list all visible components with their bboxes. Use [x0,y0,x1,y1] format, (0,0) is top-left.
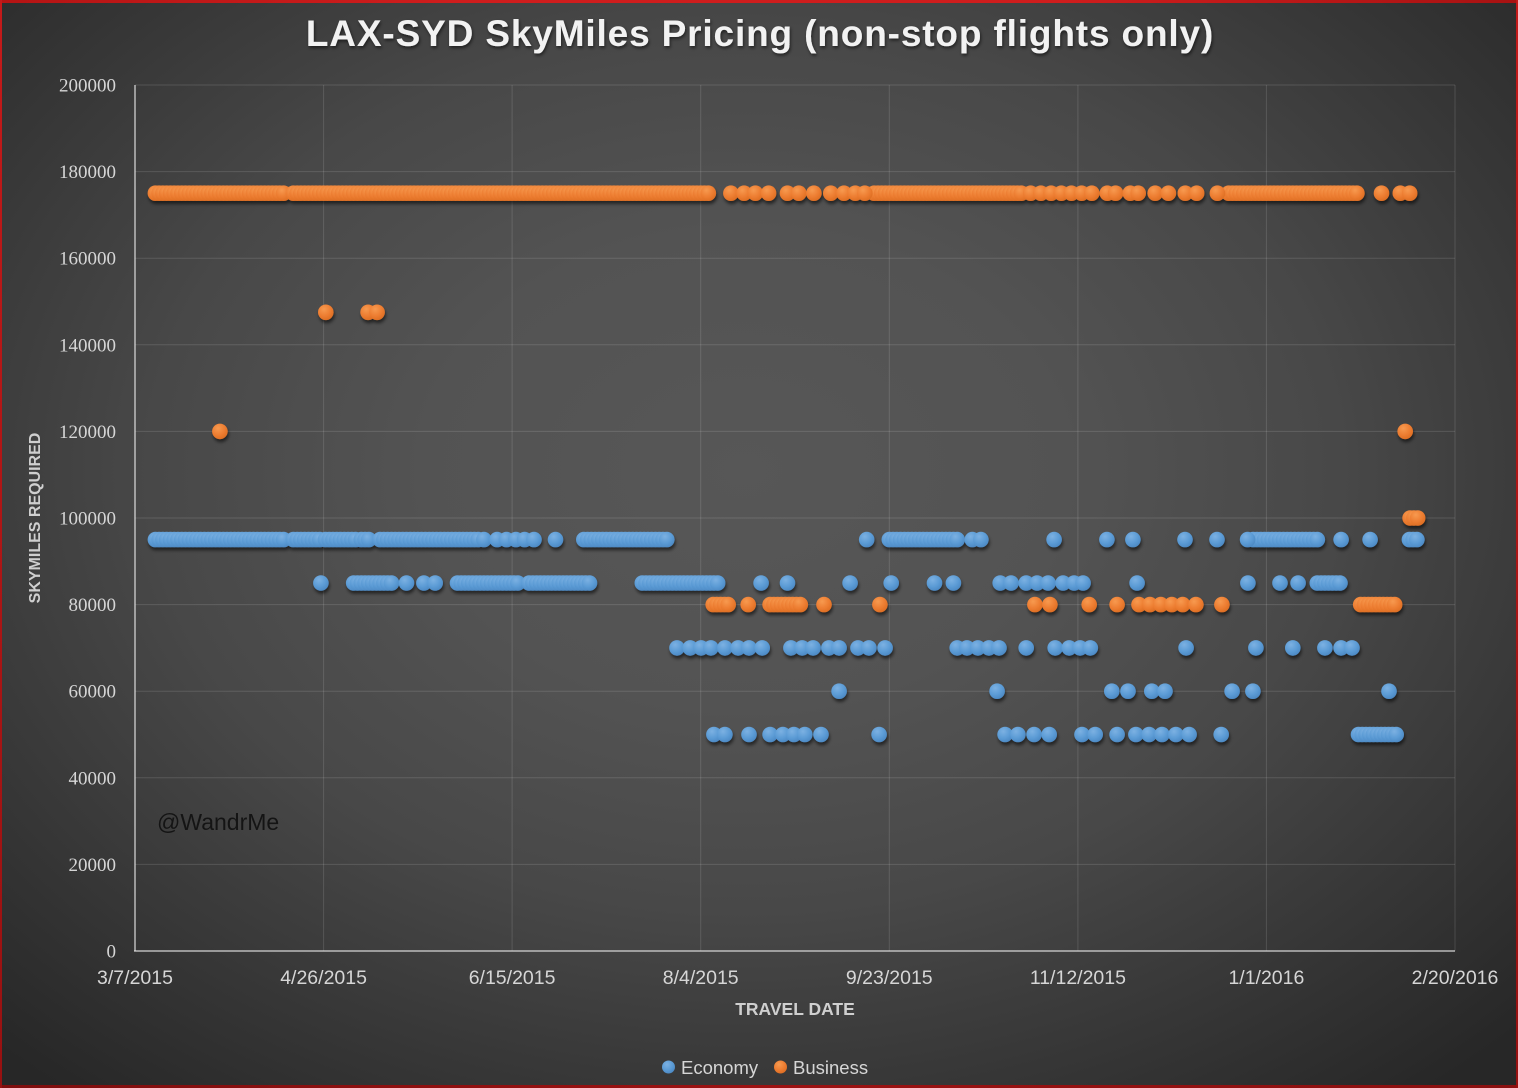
svg-text:3/7/2015: 3/7/2015 [97,967,173,989]
svg-text:80000: 80000 [69,595,117,616]
svg-text:0: 0 [107,942,117,963]
svg-text:8/4/2015: 8/4/2015 [663,967,739,989]
svg-text:20000: 20000 [69,855,117,876]
svg-text:160000: 160000 [59,249,116,270]
svg-text:2/20/2016: 2/20/2016 [1412,967,1499,989]
svg-text:60000: 60000 [69,682,117,703]
svg-text:Business: Business [793,1057,868,1078]
svg-text:TRAVEL DATE: TRAVEL DATE [735,999,855,1019]
svg-text:100000: 100000 [59,509,116,530]
svg-text:1/1/2016: 1/1/2016 [1228,967,1304,989]
svg-text:SKYMILES REQUIRED: SKYMILES REQUIRED [27,433,44,604]
svg-text:140000: 140000 [59,335,116,356]
svg-text:Economy: Economy [681,1057,759,1078]
svg-text:@WandrMe: @WandrMe [157,809,279,835]
svg-text:9/23/2015: 9/23/2015 [846,967,933,989]
svg-text:40000: 40000 [69,768,117,789]
svg-text:200000: 200000 [59,76,116,97]
svg-text:180000: 180000 [59,162,116,183]
svg-text:4/26/2015: 4/26/2015 [280,967,367,989]
svg-text:11/12/2015: 11/12/2015 [1030,967,1126,989]
svg-text:LAX-SYD SkyMiles Pricing (non-: LAX-SYD SkyMiles Pricing (non-stop fligh… [306,13,1214,54]
svg-text:6/15/2015: 6/15/2015 [469,967,556,989]
svg-text:120000: 120000 [59,422,116,443]
